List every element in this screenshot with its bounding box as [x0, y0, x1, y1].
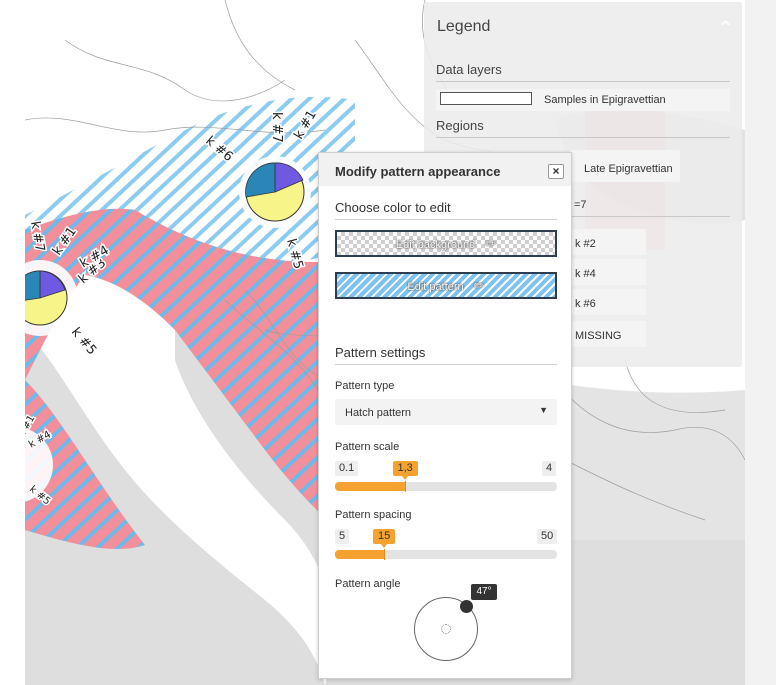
- data-layers-heading: Data layers: [436, 62, 502, 77]
- regions-heading: Regions: [436, 118, 484, 133]
- slider-fill: [335, 482, 405, 491]
- scale-max: 4: [542, 461, 557, 476]
- spacing-min: 5: [335, 529, 350, 544]
- chevron-up-icon[interactable]: ⌃: [717, 18, 734, 40]
- legend-title: Legend: [437, 18, 491, 35]
- angle-dial-center: [441, 624, 451, 634]
- layer-label: Samples in Epigravettian: [544, 94, 666, 106]
- layer-swatch: [440, 92, 532, 105]
- map-edge: [745, 0, 776, 685]
- sea-area: [175, 300, 745, 685]
- pattern-spacing-label: Pattern spacing: [335, 509, 412, 521]
- pattern-scale-label: Pattern scale: [335, 441, 400, 453]
- dialog-header[interactable]: Modify pattern appearance ×: [319, 153, 571, 186]
- divider: [335, 364, 557, 365]
- pie-chart[interactable]: [25, 427, 53, 503]
- divider: [335, 219, 557, 220]
- slider-fill: [335, 550, 384, 559]
- legend-region-item[interactable]: Late Epigravettian: [570, 150, 680, 182]
- region-hatched-pink: [25, 380, 145, 550]
- edit-pattern-button[interactable]: Edit pattern ✏: [335, 272, 557, 299]
- pattern-type-value: Hatch pattern: [345, 407, 412, 419]
- edit-background-button[interactable]: Edit background ✏: [335, 230, 557, 257]
- sea-area: [25, 330, 325, 685]
- modify-pattern-dialog: Modify pattern appearance × Choose color…: [318, 152, 572, 679]
- region-label: Late Epigravettian: [584, 163, 673, 175]
- legend-cluster-item[interactable]: k #2: [570, 229, 646, 255]
- pencil-icon: ✏: [485, 236, 497, 251]
- close-icon[interactable]: ×: [548, 164, 564, 179]
- pie-chart[interactable]: [25, 260, 78, 336]
- slider-handle[interactable]: [384, 549, 385, 560]
- angle-value-tooltip: 47°: [471, 584, 497, 600]
- edit-pattern-label: Edit pattern: [407, 281, 464, 293]
- slider-handle[interactable]: [405, 481, 406, 492]
- legend-cluster-item[interactable]: k #6: [570, 289, 646, 315]
- spacing-max: 50: [537, 529, 558, 544]
- pattern-settings-heading: Pattern settings: [335, 345, 426, 360]
- legend-cluster-item[interactable]: MISSING: [570, 321, 646, 347]
- pattern-angle-label: Pattern angle: [335, 578, 401, 590]
- pattern-type-select[interactable]: Hatch pattern ▼: [335, 399, 557, 425]
- angle-handle[interactable]: [460, 600, 473, 613]
- pie-label: k #7: [27, 220, 47, 253]
- legend-panel: Legend ⌃ Data layers Samples in Epigrave…: [424, 2, 742, 367]
- cluster-label: MISSING: [575, 330, 622, 342]
- pattern-scale-slider[interactable]: [335, 481, 557, 492]
- legend-layer-item[interactable]: Samples in Epigravettian: [436, 89, 730, 111]
- spacing-current-value: 15: [373, 529, 396, 548]
- cluster-label: k #2: [575, 238, 596, 250]
- pie-chart[interactable]: [239, 156, 311, 228]
- scale-current-value: 1,3: [392, 461, 418, 480]
- edit-background-label: Edit background: [395, 239, 476, 251]
- k-value-label: =7: [574, 199, 587, 211]
- divider: [436, 81, 730, 82]
- legend-cluster-item[interactable]: k #4: [570, 259, 646, 285]
- pencil-icon: ✏: [473, 278, 485, 293]
- pattern-spacing-slider[interactable]: [335, 549, 557, 560]
- choose-color-heading: Choose color to edit: [335, 200, 451, 215]
- pattern-type-label: Pattern type: [335, 380, 395, 392]
- pie-label: k #7: [269, 112, 284, 143]
- dialog-title: Modify pattern appearance: [335, 164, 501, 179]
- cluster-label: k #6: [575, 298, 596, 310]
- divider: [436, 137, 730, 138]
- scale-min: 0.1: [335, 461, 359, 476]
- divider: [436, 216, 730, 217]
- cluster-label: k #4: [575, 268, 596, 280]
- region-hatched-pink: [25, 208, 355, 546]
- caret-down-icon: ▼: [539, 405, 548, 415]
